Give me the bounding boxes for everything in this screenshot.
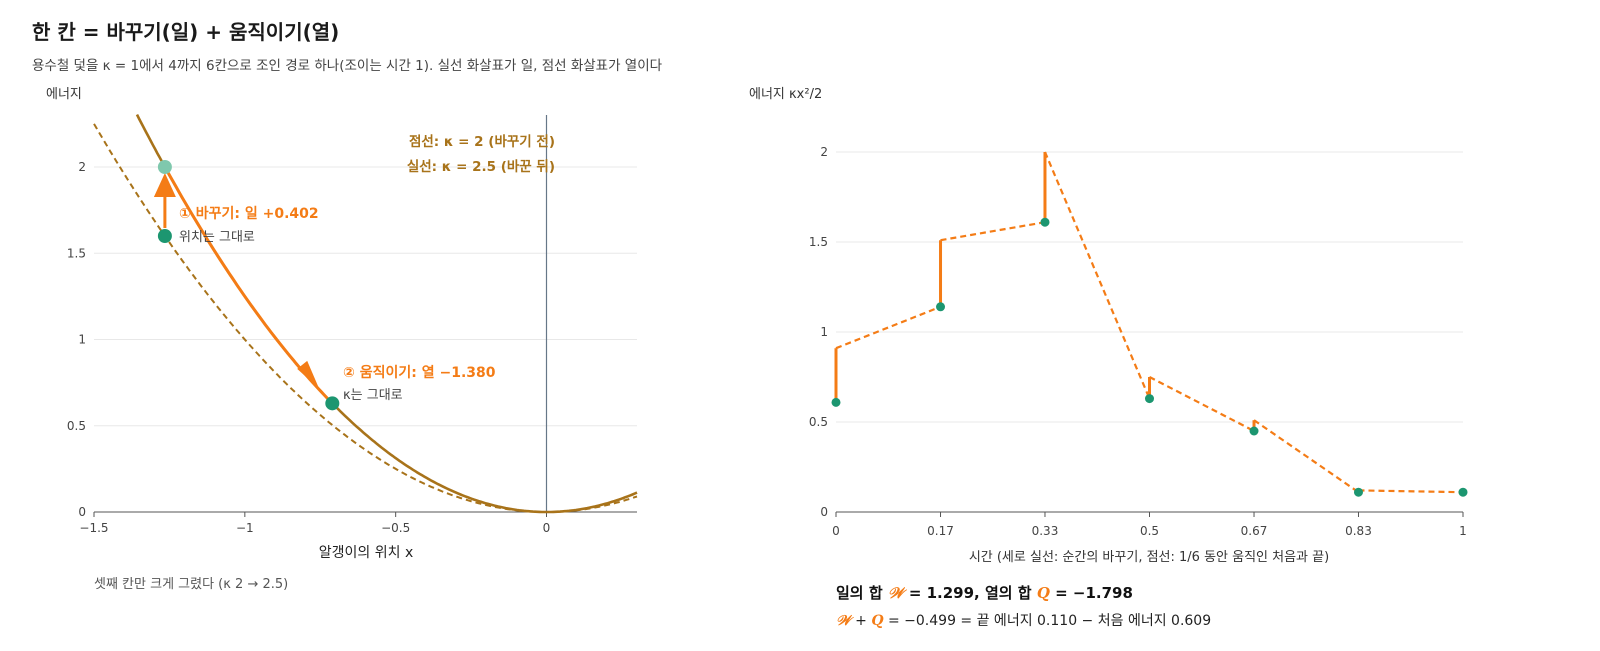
energy-point [1353,487,1363,497]
right-y-tick-label: 1.5 [809,235,828,249]
right-x-tick-label: 1 [1459,524,1467,538]
left-y-axis-label: 에너지 [46,87,82,102]
right-y-tick-label: 0.5 [809,415,828,429]
heat-symbol-2: Q [871,613,884,629]
switch-annotation-sub: 위치는 그대로 [179,230,255,245]
heat-step-line [940,221,1046,242]
sum-plus: + [850,613,872,629]
move-annotation-sub: κ는 그대로 [343,388,403,403]
legend-solid: 실선: κ = 2.5 (바꾼 뒤) [407,159,555,175]
move-arrow-head [297,360,320,389]
right-y-tick-label: 2 [820,145,828,159]
energy-point [1145,394,1154,404]
right-x-tick-label: 0 [832,524,840,538]
right-y-axis-label: 에너지 κx²/2 [749,87,822,102]
work-symbol: 𝒲 [887,584,904,602]
left-y-tick-label: 0 [78,505,86,519]
right-x-tick-label: 0.33 [1032,524,1059,538]
work-symbol-2: 𝒲 [836,613,851,629]
point-after-move [325,396,340,411]
left-x-axis-label: 알갱이의 위치 x [319,545,413,561]
curve-kappa-after [135,114,638,514]
right-x-tick-label: 0.83 [1345,524,1372,538]
legend-dashed: 점선: κ = 2 (바꾸기 전) [409,133,555,150]
switch-annotation: ① 바꾸기: 일 +0.402 [179,206,319,222]
point-start [157,229,172,243]
heat-step-line [1253,419,1360,494]
right-x-tick-label: 0.5 [1140,524,1159,538]
sum-line-2: 𝒲 + Q = −0.499 = 끝 에너지 0.110 − 처음 에너지 0.… [836,610,1211,630]
heat-symbol: Q [1036,584,1050,602]
energy-point [936,302,946,312]
page-subtitle: 용수철 덫을 κ = 1에서 4까지 6칸으로 조인 경로 하나(조이는 시간 … [32,58,663,74]
left-y-tick-label: 0.5 [67,419,86,433]
sum-work-value: = 1.299, 열의 합 [903,584,1037,602]
left-x-tick-label: −1 [236,521,254,535]
right-chart: 0 0.5 1 1.5 2 0 0.17 0.33 0.5 0.67 0.83 1 에너지 κx²/2 시… [749,87,1468,565]
left-y-tick-label: 1.5 [67,246,86,260]
right-x-axis-label: 시간 (세로 실선: 순간의 바꾸기, 점선: 1/6 동안 움직인 처음과 끝… [969,550,1329,565]
heat-step-line [1148,376,1255,432]
left-y-tick-label: 2 [78,160,86,174]
left-y-tick-label: 1 [78,333,86,347]
energy-point [1249,426,1259,436]
heat-step-line [835,305,941,350]
right-x-tick-label: 0.67 [1241,524,1268,538]
sum-heat-value: = −1.798 [1049,584,1133,602]
point-after-switch [157,160,172,174]
right-y-tick-label: 0 [820,505,828,519]
energy-point [1040,217,1050,227]
page-title: 한 칸 = 바꾸기(일) + 움직이기(열) [32,20,340,44]
heat-step-line [1358,489,1464,494]
switch-arrow-head [153,173,176,197]
heat-step-line [1043,151,1151,400]
right-y-tick-label: 1 [820,325,828,339]
left-x-tick-label: −1.5 [79,521,108,535]
move-annotation: ② 움직이기: 열 −1.380 [343,364,496,381]
sum-equation: = −0.499 = 끝 에너지 0.110 − 처음 에너지 0.609 [883,613,1212,629]
curve-kappa-before [93,123,638,513]
energy-point [831,397,841,407]
left-x-tick-label: −0.5 [381,521,410,535]
right-x-tick-label: 0.17 [927,524,954,538]
left-chart-note: 셋째 칸만 크게 그렸다 (κ 2 → 2.5) [94,577,289,592]
sum-work-label: 일의 합 [836,584,888,602]
energy-point [1458,487,1468,497]
sum-line-1: 일의 합 𝒲 = 1.299, 열의 합 Q = −1.798 [836,582,1133,603]
left-x-tick-label: 0 [543,521,551,535]
